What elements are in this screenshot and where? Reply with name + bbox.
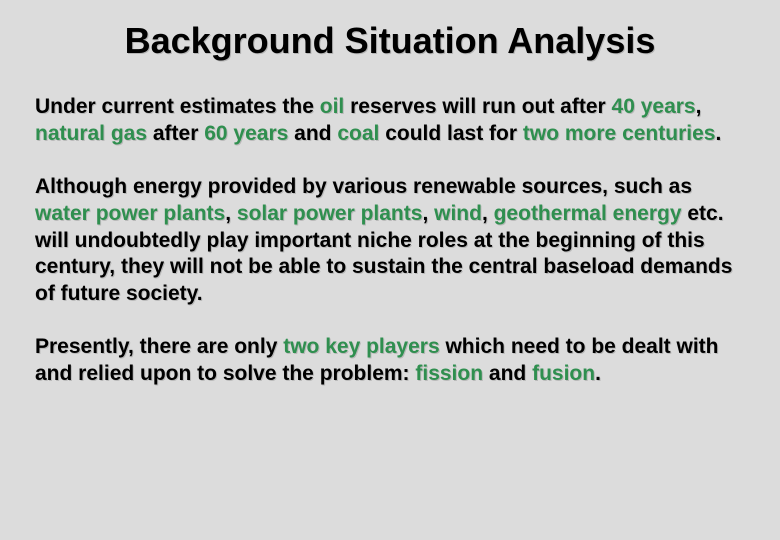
slide-title: Background Situation Analysis	[35, 20, 745, 62]
paragraph-1: Under current estimates the oil reserves…	[35, 94, 745, 148]
body-text: ,	[422, 202, 434, 225]
body-text: reserves will run out after	[344, 95, 611, 118]
body-text: .	[715, 122, 721, 145]
body-text: and	[288, 122, 337, 145]
highlight-term: geothermal energy	[494, 202, 682, 225]
slide-body: Under current estimates the oil reserves…	[35, 94, 745, 388]
body-text: Under current estimates the	[35, 95, 320, 118]
body-text: .	[595, 362, 601, 385]
highlight-term: two more centuries	[523, 122, 716, 145]
highlight-term: 60 years	[204, 122, 288, 145]
highlight-term: oil	[320, 95, 345, 118]
body-text: ,	[482, 202, 494, 225]
body-text: could last for	[379, 122, 523, 145]
highlight-term: solar power plants	[237, 202, 423, 225]
highlight-term: wind	[434, 202, 482, 225]
body-text: and	[483, 362, 532, 385]
highlight-term: fission	[415, 362, 483, 385]
body-text: Although energy provided by various rene…	[35, 175, 692, 198]
highlight-term: water power plants	[35, 202, 225, 225]
highlight-term: coal	[337, 122, 379, 145]
highlight-term: 40 years	[612, 95, 696, 118]
body-text: after	[147, 122, 204, 145]
highlight-term: two key players	[283, 335, 439, 358]
body-text: ,	[696, 95, 702, 118]
paragraph-3: Presently, there are only two key player…	[35, 334, 745, 388]
body-text: ,	[225, 202, 237, 225]
highlight-term: fusion	[532, 362, 595, 385]
highlight-term: natural gas	[35, 122, 147, 145]
paragraph-2: Although energy provided by various rene…	[35, 174, 745, 308]
body-text: Presently, there are only	[35, 335, 283, 358]
